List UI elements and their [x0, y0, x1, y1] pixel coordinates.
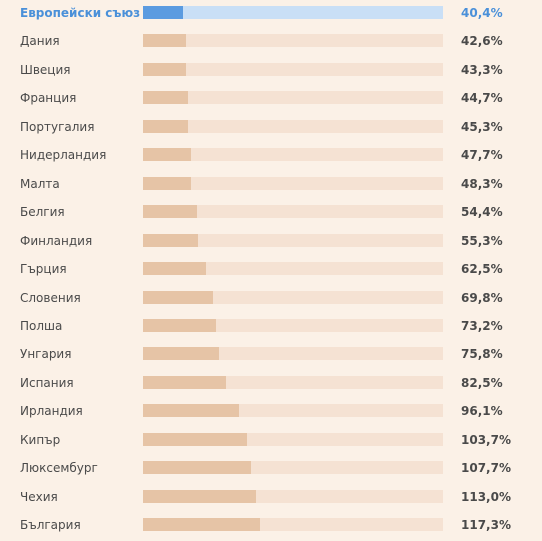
bar-row: Испания 82,5%: [0, 371, 542, 399]
value-label: 40,4%: [461, 6, 503, 20]
bar: [143, 6, 184, 19]
value-label: 107,7%: [461, 461, 511, 476]
bar-row: Чехия 113,0%: [0, 485, 542, 513]
bar: [143, 148, 191, 162]
highlight-row: Европейски съюз * 40,4%: [0, 1, 542, 29]
bar-track: [143, 489, 443, 503]
bar: [143, 34, 186, 48]
category-label: Франция: [20, 91, 77, 106]
category-label: Нидерландия: [20, 148, 107, 163]
bar-track: [143, 290, 443, 304]
bar: [143, 233, 199, 247]
bar: [143, 205, 198, 219]
bar: [143, 432, 247, 446]
value-label: 43,3%: [461, 62, 503, 77]
category-label: Словения: [20, 290, 81, 305]
bar-track: [143, 148, 443, 162]
category-label: Полша: [20, 318, 63, 333]
bar-row: Словения 69,8%: [0, 286, 542, 314]
value-label: 73,2%: [461, 318, 503, 333]
category-label: Португалия: [20, 119, 95, 134]
category-label: Ирландия: [20, 404, 83, 419]
value-label: 82,5%: [461, 375, 503, 390]
bar-track: [143, 375, 443, 389]
bar-row: Португалия 45,3%: [0, 115, 542, 143]
bar-track: [143, 6, 443, 19]
bar: [143, 347, 219, 361]
value-label: 48,3%: [461, 176, 503, 191]
bar-row: Полша 73,2%: [0, 314, 542, 342]
bar-track: [143, 176, 443, 190]
value-label: 42,6%: [461, 34, 503, 49]
value-label: 117,3%: [461, 518, 511, 533]
bar: [143, 518, 261, 532]
bar: [143, 262, 206, 276]
bar-track: [143, 347, 443, 361]
category-label: България: [20, 518, 81, 533]
value-label: 44,7%: [461, 91, 503, 106]
bar-track: [143, 205, 443, 219]
bar-track: [143, 233, 443, 247]
bar: [143, 404, 240, 418]
bar-track: [143, 91, 443, 105]
value-label: 96,1%: [461, 404, 503, 419]
value-label: 113,0%: [461, 489, 511, 504]
bar-row: Люксембург 107,7%: [0, 456, 542, 484]
bar-row: Дания 42,6%: [0, 29, 542, 57]
bar: [143, 290, 213, 304]
category-label: Гърция: [20, 262, 67, 277]
bar-track: [143, 404, 443, 418]
bar-track: [143, 262, 443, 276]
category-label: Дания: [20, 34, 60, 49]
bar-row: Финландия 55,3%: [0, 229, 542, 257]
value-label: 54,4%: [461, 205, 503, 220]
category-label: Кипър: [20, 432, 61, 447]
bar-row: Нидерландия 47,7%: [0, 143, 542, 171]
bar-track: [143, 318, 443, 332]
category-label: Малта: [20, 176, 60, 191]
value-label: 69,8%: [461, 290, 503, 305]
category-label: Чехия: [20, 489, 58, 504]
bar-row: Малта 48,3%: [0, 172, 542, 200]
bar-row: Франция 44,7%: [0, 86, 542, 114]
category-label: Европейски съюз *: [20, 6, 151, 20]
category-label: Люксембург: [20, 461, 98, 476]
bar-row: Белгия 54,4%: [0, 200, 542, 228]
bar-row: Швеция 43,3%: [0, 58, 542, 86]
category-label: Испания: [20, 375, 74, 390]
bar-track: [143, 461, 443, 475]
value-label: 55,3%: [461, 233, 503, 248]
bar-track: [143, 34, 443, 48]
bar-row: България 117,3%: [0, 513, 542, 541]
category-label: Унгария: [20, 347, 72, 362]
category-label: Белгия: [20, 205, 65, 220]
bar: [143, 119, 189, 133]
bar: [143, 318, 217, 332]
bar-track: [143, 119, 443, 133]
bar: [143, 375, 226, 389]
value-label: 45,3%: [461, 119, 503, 134]
bar-row: Унгария 75,8%: [0, 342, 542, 370]
bar-row: Кипър 103,7%: [0, 428, 542, 456]
category-label: Финландия: [20, 233, 93, 248]
bar-row: Гърция 62,5%: [0, 257, 542, 285]
category-label: Швеция: [20, 62, 71, 77]
bar: [143, 176, 192, 190]
bar-track: [143, 518, 443, 532]
value-label: 47,7%: [461, 148, 503, 163]
value-label: 62,5%: [461, 262, 503, 277]
bar-track: [143, 62, 443, 76]
bar: [143, 91, 188, 105]
value-label: 103,7%: [461, 432, 511, 447]
bar: [143, 461, 251, 475]
bar: [143, 489, 256, 503]
bar-row: Ирландия 96,1%: [0, 399, 542, 427]
bar-track: [143, 432, 443, 446]
bar: [143, 62, 187, 76]
value-label: 75,8%: [461, 347, 503, 362]
